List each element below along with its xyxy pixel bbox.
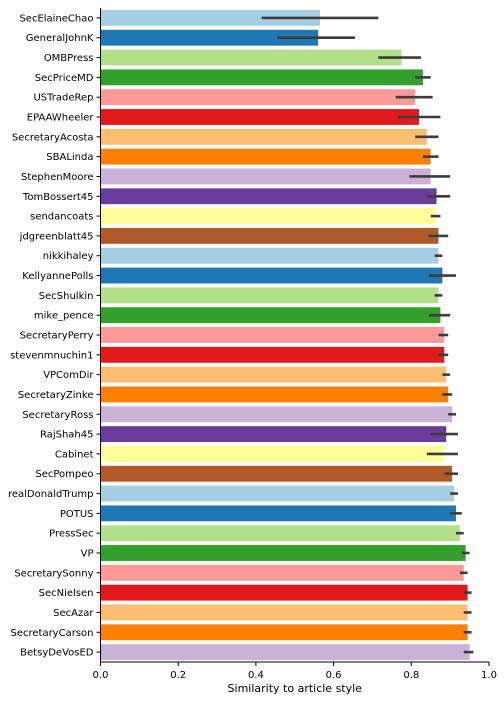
y-tick-label: VP bbox=[81, 549, 94, 560]
bar-SecShulkin bbox=[100, 287, 439, 304]
y-tick-label: VPComDir bbox=[43, 370, 94, 381]
bar-StephenMoore bbox=[100, 168, 431, 185]
bar-SecretaryPerry bbox=[100, 327, 445, 343]
bar-RajShah45 bbox=[100, 426, 447, 443]
y-tick-label: SecAzar bbox=[53, 608, 94, 619]
bar-VP bbox=[100, 545, 466, 561]
y-tick-label: USTradeRep bbox=[33, 93, 93, 104]
y-tick-label: RajShah45 bbox=[40, 430, 94, 441]
y-tick-label: realDonaldTrump bbox=[8, 489, 94, 500]
bar-EPAAWheeler bbox=[100, 109, 420, 125]
bars-group bbox=[100, 9, 470, 661]
bar-realDonaldTrump bbox=[100, 485, 455, 502]
y-tick-label: SBALinda bbox=[46, 152, 93, 163]
y-tick-label: SecretaryCarson bbox=[10, 628, 93, 639]
y-tick-label: GeneralJohnK bbox=[26, 33, 94, 44]
y-tick-label: POTUS bbox=[60, 509, 94, 520]
bar-mike_pence bbox=[100, 307, 441, 324]
bar-SecPriceMD bbox=[100, 69, 423, 86]
y-tick-label: stevenmnuchin1 bbox=[10, 350, 93, 361]
bar-SecretaryCarson bbox=[100, 624, 468, 641]
y-tick-label: sendancoats bbox=[30, 212, 93, 223]
bar-stevenmnuchin1 bbox=[100, 346, 445, 363]
x-tick-label: 0.8 bbox=[403, 670, 419, 681]
y-tick-label: jdgreenblatt45 bbox=[19, 231, 94, 242]
y-tick-label: SecretarySonny bbox=[14, 568, 93, 579]
bar-POTUS bbox=[100, 505, 456, 522]
y-tick-label: SecPompeo bbox=[35, 469, 93, 480]
y-tick-label: SecretaryRoss bbox=[22, 410, 93, 421]
y-tick-label: SecNielsen bbox=[39, 588, 94, 599]
y-tick-label: OMBPress bbox=[44, 53, 94, 64]
y-tick-labels: SecElaineChao GeneralJohnK OMBPress SecPric… bbox=[8, 13, 101, 659]
bar-SecretaryZinke bbox=[100, 386, 449, 403]
x-tick-label: 1.0 bbox=[481, 670, 497, 681]
bar-SBALinda bbox=[100, 148, 431, 165]
bar-TomBossert45 bbox=[100, 188, 437, 205]
bar-BetsyDeVosED bbox=[100, 644, 470, 661]
y-tick-label: BetsyDeVosED bbox=[20, 648, 94, 659]
y-tick-label: EPAAWheeler bbox=[27, 113, 95, 124]
bar-OMBPress bbox=[100, 49, 402, 66]
x-tick-label: 0.4 bbox=[248, 670, 264, 681]
y-tick-label: SecElaineChao bbox=[19, 13, 93, 24]
bar-SecretarySonny bbox=[100, 564, 464, 581]
bar-SecNielsen bbox=[100, 584, 468, 601]
y-tick-label: SecShulkin bbox=[39, 291, 94, 302]
bar-nikkihaley bbox=[100, 247, 439, 264]
bar-SecretaryAcosta bbox=[100, 128, 427, 145]
bar-Cabinet bbox=[100, 445, 445, 462]
y-tick-label: mike_pence bbox=[34, 311, 94, 322]
y-tick-label: SecretaryAcosta bbox=[12, 132, 94, 143]
bar-PressSec bbox=[100, 525, 460, 542]
bar-jdgreenblatt45 bbox=[100, 227, 439, 244]
bar-KellyannePolls bbox=[100, 267, 443, 284]
y-tick-label: SecPriceMD bbox=[35, 73, 94, 84]
bar-sendancoats bbox=[100, 208, 437, 225]
y-tick-label: PressSec bbox=[49, 529, 93, 540]
bar-GeneralJohnK bbox=[100, 29, 319, 46]
y-tick-label: TomBossert45 bbox=[22, 192, 94, 203]
y-tick-label: Cabinet bbox=[55, 449, 94, 460]
y-tick-label: KellyannePolls bbox=[22, 271, 93, 282]
bar-SecAzar bbox=[100, 604, 468, 621]
y-tick-label: SecretaryPerry bbox=[20, 331, 94, 342]
error-bars-group bbox=[261, 16, 474, 654]
y-tick-label: StephenMoore bbox=[21, 172, 94, 183]
bar-SecElaineChao bbox=[100, 9, 321, 26]
bar-SecPompeo bbox=[100, 465, 453, 482]
bar-VPComDir bbox=[100, 366, 447, 383]
y-tick-label: nikkihaley bbox=[43, 251, 94, 262]
y-tick-label: SecretaryZinke bbox=[18, 390, 94, 401]
x-tick-label: 0.2 bbox=[170, 670, 186, 681]
x-tick-label: 0.6 bbox=[326, 670, 342, 681]
x-axis-label: Similarity to article style bbox=[228, 682, 363, 695]
x-tick-label: 0.0 bbox=[93, 670, 109, 681]
x-ticks: 0.0 0.2 0.4 0.6 0.8 1.0 bbox=[93, 662, 497, 681]
bar-USTradeRep bbox=[100, 89, 416, 106]
bar-SecretaryRoss bbox=[100, 406, 453, 423]
